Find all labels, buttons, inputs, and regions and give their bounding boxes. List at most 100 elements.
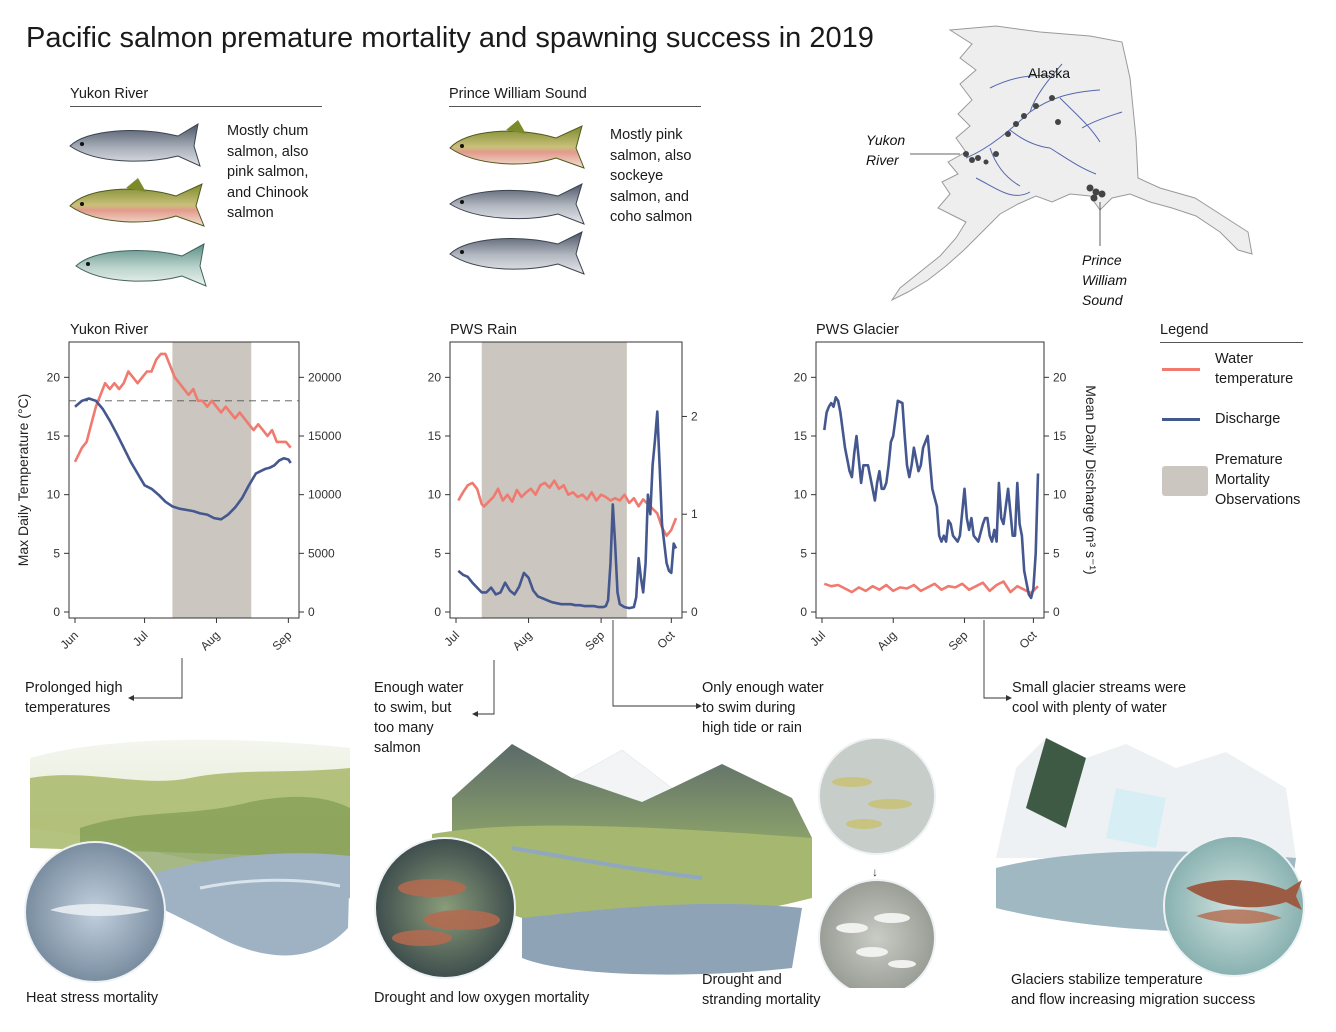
right-tick-label: 5 [1053,546,1060,560]
annotation-line: Small glacier streams were [1012,680,1187,696]
left-tick-label: 0 [53,605,60,619]
study-sites [963,95,1106,202]
glacier-leader [983,620,1006,699]
temperature-series-line [73,352,292,463]
right-tick-label: 20000 [308,370,342,384]
pink-salmon-icon [69,178,205,227]
legend-label-mortality: Premature Mortality Observations [1215,450,1300,510]
caption-line: Drought and [702,972,782,988]
right-tick-label: 5000 [308,546,335,560]
swimming-salmon-vignette [818,738,936,855]
annotation-line: high tide or rain [702,720,802,736]
pws-region-header: Prince William Sound [449,86,701,107]
left-tick-label: 10 [428,488,442,502]
yukon-fish-illustrations [69,123,207,287]
left-tick-label: 15 [47,429,61,443]
legend: Legend [1160,322,1303,343]
coho-salmon-icon [449,231,585,275]
down-arrow-icon: ↓ [872,865,878,879]
sockeye-salmon-icon [449,183,585,225]
legend-line: Mortality [1215,472,1270,488]
yukon-region-header: Yukon River [70,86,322,107]
species-line: salmon, also [610,147,692,164]
rain-many-leader [478,660,495,715]
left-tick-label: 20 [47,370,61,384]
pink-salmon-icon [449,120,585,169]
pws-rain-scene: ↓ [374,738,936,988]
pws-label-line-2: William [1082,272,1127,288]
annotation-rain-tide: Only enough water to swim during high ti… [702,678,824,738]
caption-line: stranding mortality [702,992,821,1008]
pws-glacier-scene [996,738,1305,977]
right-tick-label: 0 [1053,605,1060,619]
alaska-map: Alaska Yukon River Prince William Sound [866,25,1253,308]
left-tick-label: 20 [794,370,808,384]
healthy-salmon-vignette [1163,835,1305,977]
caption-line: Glaciers stabilize temperature [1011,972,1203,988]
legend-label-discharge: Discharge [1215,411,1281,427]
pws-label-line-3: Sound [1082,292,1124,308]
left-tick-label: 0 [434,605,441,619]
species-line: pink salmon, [227,164,309,180]
left-tick-label: 10 [794,488,808,502]
species-line: coho salmon [610,209,693,225]
yukon-species-text: Mostly chum salmon, also pink salmon, an… [227,121,308,224]
annotation-line: Enough water [374,680,464,696]
species-line: sockeye [610,168,664,184]
temperature-series-line [823,580,1039,595]
annotation-line: cool with plenty of water [1012,700,1167,716]
left-tick-label: 5 [800,546,807,560]
right-tick-label: 10 [1053,488,1067,502]
right-tick-label: 10000 [308,488,342,502]
left-tick-label: 20 [428,370,442,384]
legend-swatch-temperature [1162,368,1200,371]
yukon-leader [134,658,183,699]
species-line: salmon, also [227,143,309,160]
y-axis-label-right: Mean Daily Discharge (m³ s⁻¹) [1083,385,1099,574]
annotation-line: to swim, but [374,700,452,716]
right-tick-label: 2 [691,409,698,423]
yukon-label-line-2: River [866,152,900,168]
species-line: Mostly chum [227,123,309,139]
pws-species-text: Mostly pink salmon, also sockeye salmon,… [610,125,692,228]
alaska-landmass [890,25,1253,302]
legend-line: Premature [1215,452,1283,468]
chart-title-pws-glacier: PWS Glacier [816,322,899,338]
caption-heat-stress: Heat stress mortality [26,990,159,1006]
annotation-line: too many [374,720,434,736]
left-tick-label: 5 [53,546,60,560]
crowded-salmon-vignette [374,837,516,979]
left-tick-label: 15 [794,429,808,443]
legend-line: Water [1215,351,1254,367]
stranded-salmon-vignette [818,879,936,988]
annotation-line: Only enough water [702,680,824,696]
map-rivers [965,63,1123,196]
annotation-glacier: Small glacier streams were cool with ple… [1012,678,1186,718]
yukon-river-scene [24,739,350,983]
legend-swatch-mortality [1162,466,1208,496]
chinook-salmon-icon [75,243,207,287]
species-line: salmon, and [610,188,689,205]
legend-swatch-discharge [1162,418,1200,421]
mortality-shade [172,342,252,618]
caption-line: and flow increasing migration success [1011,992,1256,1008]
caption-drought-oxygen: Drought and low oxygen mortality [374,990,590,1006]
legend-title: Legend [1160,322,1303,343]
discharge-series-line [457,410,678,610]
plot-frame [68,341,300,619]
annotation-rain-many: Enough water to swim, but too many salmo… [374,678,463,758]
left-tick-label: 5 [434,546,441,560]
legend-label-temperature: Water temperature [1215,349,1293,389]
left-tick-label: 10 [47,488,61,502]
annotation-line: temperatures [25,700,111,716]
page-title: Pacific salmon premature mortality and s… [26,22,874,54]
discharge-series-line [74,397,292,521]
chart-title-pws-rain: PWS Rain [450,322,517,338]
legend-line: temperature [1215,371,1294,387]
legend-line: Observations [1215,492,1301,508]
species-line: Mostly pink [610,127,683,143]
right-tick-label: 20 [1053,370,1067,384]
species-line: salmon [227,205,274,221]
